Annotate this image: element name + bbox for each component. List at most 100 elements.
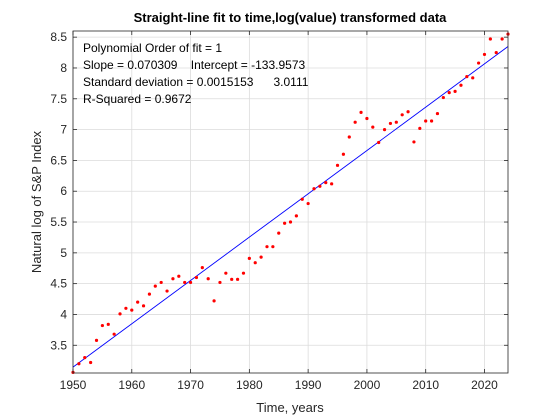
data-point <box>118 312 122 316</box>
data-point <box>400 113 404 117</box>
data-point <box>341 152 346 156</box>
y-tick-label: 6 <box>60 184 67 198</box>
data-point <box>94 338 99 342</box>
data-points-layer <box>71 32 510 374</box>
data-point <box>77 362 81 366</box>
data-point <box>453 89 457 93</box>
x-tick-label: 1960 <box>118 378 145 392</box>
data-point <box>447 91 451 95</box>
data-point <box>265 245 269 249</box>
fit-annotation-line: Standard deviation = 0.0015153 3.0111 <box>83 75 309 89</box>
data-point <box>406 110 410 114</box>
y-tick-label: 7 <box>60 123 67 137</box>
data-point <box>253 261 257 265</box>
fit-annotation-line: Polynomial Order of fit = 1 <box>83 41 222 55</box>
x-tick-label: 1950 <box>60 378 87 392</box>
data-point <box>441 95 445 100</box>
y-tick-label: 8.5 <box>50 30 67 44</box>
x-tick-label: 2020 <box>471 378 498 392</box>
data-point <box>429 119 434 123</box>
data-point <box>424 119 428 123</box>
data-point <box>171 277 175 281</box>
plot-frame <box>72 30 509 374</box>
chart-title: Straight-line fit to time,log(value) tra… <box>134 10 448 25</box>
y-tick-label: 5 <box>60 246 67 260</box>
plot-area <box>73 31 508 373</box>
y-axis-title: Natural log of S&P Index <box>29 130 44 273</box>
y-tick-label: 4.5 <box>50 277 67 291</box>
data-point <box>112 332 116 336</box>
data-point <box>377 140 381 145</box>
fit-annotation-line: Slope = 0.070309 Intercept = -133.9573 <box>83 58 305 72</box>
fit-line <box>72 46 509 368</box>
data-point <box>100 323 104 328</box>
data-point <box>153 284 157 288</box>
data-point <box>418 126 422 130</box>
data-point <box>188 280 193 285</box>
data-point <box>224 271 228 275</box>
data-point <box>283 221 287 225</box>
data-point <box>194 275 199 280</box>
data-point <box>141 304 146 308</box>
data-point <box>330 182 334 186</box>
data-point <box>294 214 298 218</box>
data-point <box>200 266 204 270</box>
fit-annotation-line: R-Squared = 0.9672 <box>83 92 192 106</box>
data-point <box>471 76 475 80</box>
gridlines <box>72 31 508 373</box>
y-tick-label: 3.5 <box>50 338 67 352</box>
data-point <box>218 280 222 285</box>
data-point <box>89 360 93 365</box>
y-tick-label: 4 <box>60 307 67 321</box>
data-point <box>177 274 181 278</box>
y-tick-label: 8 <box>60 61 67 75</box>
data-point <box>412 140 416 144</box>
data-point <box>488 37 492 41</box>
data-point <box>459 83 463 87</box>
data-point <box>347 135 351 139</box>
x-tick-label: 1980 <box>236 378 263 392</box>
data-point <box>465 75 469 79</box>
data-point <box>183 280 187 285</box>
data-point <box>165 289 169 293</box>
y-tick-label: 5.5 <box>50 215 67 229</box>
axis-ticks: 1950 1960 1970 1980 1990 2000 2010 2020 3.5 4 4.5 5… <box>50 30 508 392</box>
data-point <box>365 116 369 121</box>
data-point <box>324 180 328 185</box>
data-point <box>312 187 316 191</box>
data-point <box>371 125 375 129</box>
data-point <box>482 52 487 57</box>
data-point <box>359 110 363 114</box>
data-point <box>388 121 393 126</box>
x-tick-label: 1970 <box>177 378 204 392</box>
data-point <box>271 245 275 249</box>
fit-annotations: Polynomial Order of fit = 1 Slope = 0.070… <box>83 41 309 106</box>
y-tick-label: 7.5 <box>50 92 67 106</box>
data-point <box>318 184 322 188</box>
data-point <box>147 292 152 296</box>
fit-line-layer <box>72 46 509 368</box>
x-tick-label: 1990 <box>295 378 322 392</box>
data-point <box>159 280 163 285</box>
data-point <box>247 256 251 260</box>
data-point <box>106 322 110 326</box>
y-tick-label: 6.5 <box>50 153 67 167</box>
x-axis-title: Time, years <box>256 400 324 415</box>
x-tick-label: 2010 <box>412 378 439 392</box>
data-point <box>300 197 304 201</box>
data-point <box>477 61 481 65</box>
data-point <box>83 355 87 360</box>
data-point <box>277 231 281 235</box>
data-point <box>500 37 504 41</box>
data-point <box>435 111 440 116</box>
data-point <box>130 308 134 312</box>
data-point <box>206 277 210 281</box>
data-point <box>288 220 293 224</box>
x-tick-label: 2000 <box>354 378 381 392</box>
data-point <box>212 299 216 303</box>
data-point <box>394 120 398 124</box>
data-point <box>230 277 234 281</box>
data-point <box>259 255 263 259</box>
data-point <box>235 277 240 281</box>
